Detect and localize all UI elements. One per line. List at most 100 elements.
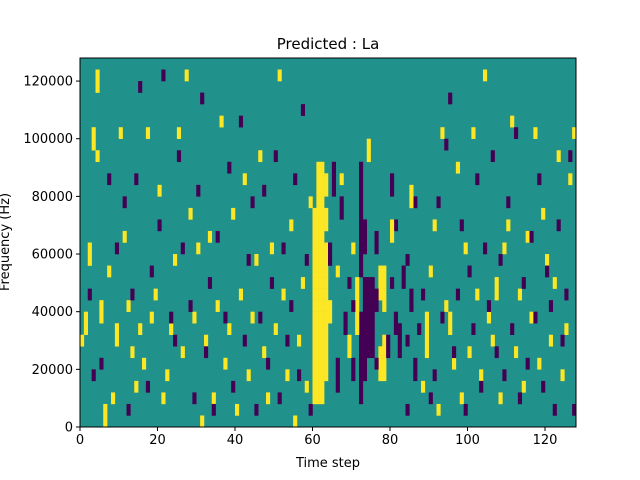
heatmap-cell xyxy=(188,300,193,312)
heatmap-cell xyxy=(324,357,329,370)
heatmap-cell xyxy=(316,230,321,243)
heatmap-cell xyxy=(359,219,364,232)
heatmap-cell xyxy=(548,334,554,347)
heatmap-cell xyxy=(479,369,484,382)
heatmap-cell xyxy=(149,311,154,324)
heatmap-cell xyxy=(215,300,220,312)
heatmap-cell xyxy=(448,92,453,105)
heatmap-cell xyxy=(207,230,213,243)
heatmap-cell xyxy=(390,219,395,232)
heatmap-cell xyxy=(312,369,317,382)
heatmap-cell xyxy=(556,219,561,232)
heatmap-cell xyxy=(254,403,259,416)
heatmap-cell xyxy=(312,277,317,289)
heatmap-cell xyxy=(502,242,507,255)
heatmap-cell xyxy=(192,392,197,405)
heatmap-cell xyxy=(130,288,135,301)
heatmap-cell xyxy=(424,334,430,347)
heatmap-cell xyxy=(219,115,224,128)
heatmap-cell xyxy=(320,311,325,324)
heatmap-cell xyxy=(545,254,550,266)
heatmap-cell xyxy=(370,311,375,324)
heatmap-cell xyxy=(463,242,468,255)
y-tick-label: 100000 xyxy=(23,132,73,147)
heatmap-cell xyxy=(564,288,569,301)
heatmap-cell xyxy=(378,369,383,382)
heatmap-cell xyxy=(351,357,356,370)
plot-frame xyxy=(79,57,577,428)
heatmap-cell xyxy=(359,334,364,347)
heatmap-cell xyxy=(556,150,561,163)
heatmap-cell xyxy=(161,392,166,405)
heatmap-cell xyxy=(324,265,329,278)
heatmap-cell xyxy=(374,300,379,312)
heatmap-cell xyxy=(285,334,290,347)
heatmap-cell xyxy=(87,288,92,301)
heatmap-cell xyxy=(362,369,368,382)
heatmap-cell xyxy=(343,311,348,324)
heatmap-cell xyxy=(355,277,360,289)
heatmap-cell xyxy=(142,357,147,370)
heatmap-cell xyxy=(452,357,457,370)
heatmap-cell xyxy=(188,207,193,220)
heatmap-cell xyxy=(455,288,461,301)
heatmap-cell xyxy=(238,115,244,128)
heatmap-cell xyxy=(483,242,488,255)
heatmap-cell xyxy=(362,323,368,335)
heatmap-cell xyxy=(417,323,422,335)
heatmap-cell xyxy=(95,81,100,93)
heatmap-cell xyxy=(552,403,557,416)
heatmap-cell xyxy=(351,300,356,312)
heatmap-cell xyxy=(312,311,317,324)
heatmap-cell xyxy=(486,311,492,324)
heatmap-cell xyxy=(359,357,364,370)
heatmap-cell xyxy=(312,219,317,232)
heatmap-cell xyxy=(316,196,321,209)
heatmap-cell xyxy=(359,380,364,393)
heatmap-cell xyxy=(362,311,368,324)
heatmap-cell xyxy=(339,207,344,220)
x-tick-label: 20 xyxy=(149,433,166,448)
heatmap-cell xyxy=(428,392,433,405)
heatmap-cell xyxy=(320,265,325,278)
heatmap-cell xyxy=(118,127,123,139)
heatmap-cell xyxy=(382,265,387,278)
heatmap-cell xyxy=(362,219,368,232)
heatmap-cell xyxy=(107,173,112,186)
heatmap-cell xyxy=(254,254,259,266)
heatmap-cell xyxy=(521,277,526,289)
heatmap-cell xyxy=(324,207,329,220)
heatmap-cell xyxy=(355,300,360,312)
heatmap-cell xyxy=(529,230,534,243)
heatmap-cell xyxy=(359,265,364,278)
heatmap-cell xyxy=(537,357,542,370)
heatmap-cell xyxy=(223,311,228,324)
heatmap-cell xyxy=(494,288,499,301)
heatmap-cell xyxy=(320,369,325,382)
heatmap-cell xyxy=(362,288,368,301)
heatmap-cell xyxy=(312,230,317,243)
heatmap-cell xyxy=(548,300,554,312)
heatmap-cell xyxy=(320,161,325,174)
heatmap-cell xyxy=(312,380,317,393)
heatmap-cell xyxy=(409,300,414,312)
heatmap-cell xyxy=(293,173,298,186)
heatmap-cell xyxy=(316,265,321,278)
heatmap-cell xyxy=(99,311,104,324)
heatmap-cell xyxy=(192,311,197,324)
heatmap-cell xyxy=(525,357,530,370)
heatmap-cell xyxy=(401,277,406,289)
heatmap-cell xyxy=(382,357,387,370)
heatmap-cell xyxy=(525,230,530,243)
heatmap-cell xyxy=(211,392,216,405)
heatmap-cell xyxy=(475,288,480,301)
heatmap-cell xyxy=(316,369,321,382)
heatmap-cell xyxy=(541,207,546,220)
heatmap-cell xyxy=(320,380,325,393)
heatmap-cells xyxy=(80,69,577,428)
heatmap-cell xyxy=(281,242,286,255)
heatmap-cell xyxy=(266,392,271,405)
heatmap-cell xyxy=(266,357,271,370)
heatmap-cell xyxy=(196,242,201,255)
